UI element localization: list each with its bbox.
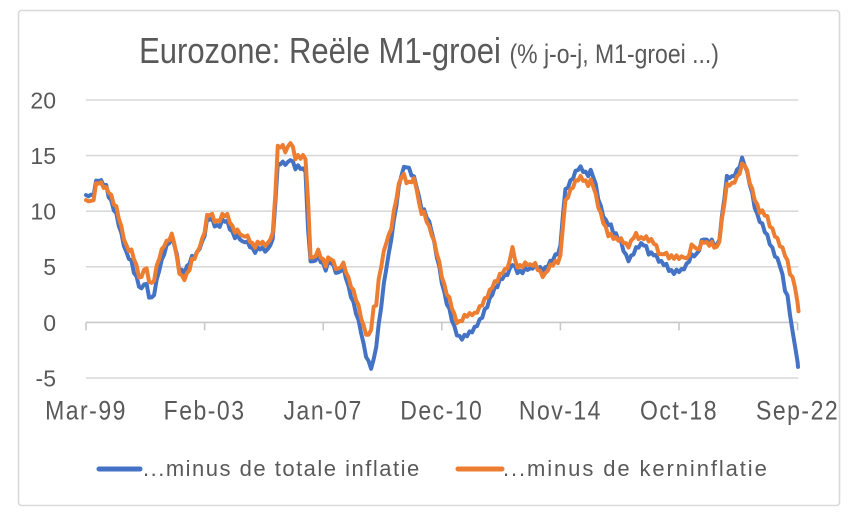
svg-text:Jan-07: Jan-07 (284, 396, 363, 426)
svg-text:5: 5 (43, 254, 56, 280)
svg-text:Sep-22: Sep-22 (756, 396, 839, 426)
svg-text:Dec-10: Dec-10 (400, 396, 483, 426)
svg-text:-5: -5 (36, 365, 56, 391)
svg-text:15: 15 (30, 143, 56, 169)
svg-text:Mar-99: Mar-99 (45, 396, 127, 426)
svg-text:Oct-18: Oct-18 (640, 396, 718, 426)
svg-text:10: 10 (30, 199, 56, 225)
svg-text:...minus de totale inflatie: ...minus de totale inflatie (143, 456, 421, 481)
svg-text:20: 20 (30, 87, 56, 113)
svg-text:Feb-03: Feb-03 (164, 396, 246, 426)
svg-text:0: 0 (43, 310, 56, 336)
svg-text:...minus de kerninflatie: ...minus de kerninflatie (503, 456, 769, 481)
svg-text:Eurozone: Reële M1-groei (% j-: Eurozone: Reële M1-groei (% j-o-j, M1-gr… (139, 32, 719, 72)
svg-text:Nov-14: Nov-14 (519, 396, 602, 426)
